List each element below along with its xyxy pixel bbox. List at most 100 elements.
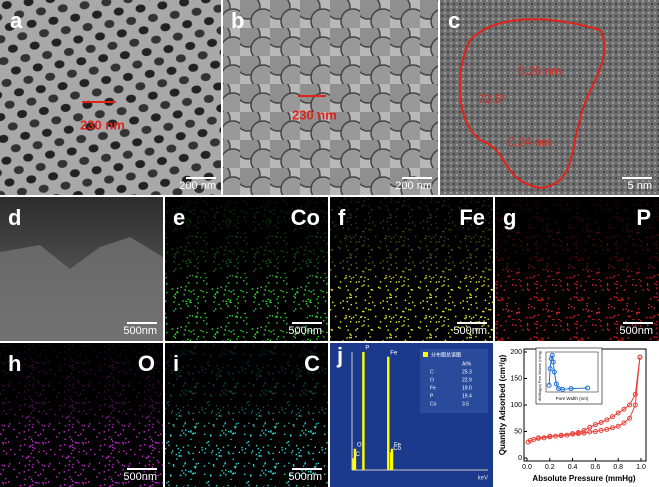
element-label: Co xyxy=(291,205,320,230)
surface xyxy=(0,237,163,341)
scale-label: 500nm xyxy=(288,325,322,337)
table-cell: 19.4 xyxy=(462,393,472,399)
table-cell: 3.5 xyxy=(462,401,469,407)
series-line xyxy=(527,357,641,443)
inset-frame xyxy=(535,347,603,405)
element-label: O xyxy=(138,351,155,376)
point xyxy=(585,385,591,391)
panel-label: k xyxy=(508,342,521,367)
x-tick-label: 0.4 xyxy=(568,464,578,471)
point xyxy=(551,369,557,375)
legend-swatch xyxy=(423,352,428,357)
y-tick-label: 0 xyxy=(518,455,522,462)
y-tick-label: 200 xyxy=(510,349,522,356)
peak-label: Fe xyxy=(394,442,402,448)
panel-label: a xyxy=(10,8,23,33)
panel-label: h xyxy=(8,351,21,376)
point xyxy=(587,424,593,430)
peak-label: Fe xyxy=(390,350,398,356)
peak xyxy=(390,448,394,470)
panel-label: c xyxy=(448,8,460,33)
map-shade xyxy=(330,197,493,341)
point xyxy=(592,429,598,434)
point xyxy=(632,402,638,408)
y-axis-label: Quantity Adsorbed (cm³/g) xyxy=(498,354,507,455)
y-tick-label: 50 xyxy=(514,428,522,435)
particle-outline xyxy=(458,18,606,190)
point xyxy=(535,435,541,441)
panel-label: e xyxy=(173,205,185,230)
peak xyxy=(362,352,365,470)
inset-y-label: dV/dlog(w) Pore Volume (cm³/g) xyxy=(538,351,542,401)
scale-label: 500nm xyxy=(288,471,322,483)
inset-x-label: Pore Width (nm) xyxy=(556,396,589,401)
table-cell: Fe xyxy=(430,385,436,391)
panel-label: j xyxy=(336,343,343,368)
scale-label: 500nm xyxy=(619,325,653,337)
tem-image xyxy=(223,0,438,195)
table-cell: O xyxy=(430,377,434,383)
point xyxy=(549,352,555,358)
y-tick-label: 100 xyxy=(510,402,522,409)
point xyxy=(568,386,574,392)
x-tick-label: 0.8 xyxy=(613,464,623,471)
lattice-label: 0.26 nm xyxy=(518,64,561,78)
scale-label: 200 nm xyxy=(395,180,432,192)
y-tick-label: 150 xyxy=(510,375,522,382)
table-cell: P xyxy=(430,393,434,399)
point xyxy=(547,366,553,372)
point xyxy=(604,426,610,432)
x-tick-label: 1.0 xyxy=(636,464,646,471)
point xyxy=(627,402,633,408)
panel-label: g xyxy=(503,205,516,230)
peak xyxy=(353,448,357,470)
scale-label: 500nm xyxy=(123,471,157,483)
point xyxy=(541,435,547,441)
hrtem-image xyxy=(440,0,659,195)
point xyxy=(558,432,564,438)
point xyxy=(604,417,610,423)
x-axis-label: Absolute Pressure (mmHg) xyxy=(532,474,635,483)
point xyxy=(615,423,621,429)
panel-label: f xyxy=(338,205,346,230)
scale-label: 200 nm xyxy=(179,180,216,192)
x-tick-label: 0.0 xyxy=(522,464,532,471)
peak-label: C xyxy=(356,452,361,458)
point xyxy=(615,410,621,416)
point xyxy=(621,420,627,426)
table-cell: 19.0 xyxy=(462,385,472,391)
eds-table xyxy=(420,349,488,413)
table-cell: Co xyxy=(430,401,437,407)
point xyxy=(581,427,587,433)
scale-label: 500nm xyxy=(123,325,157,337)
point xyxy=(632,391,638,397)
inset-axes xyxy=(545,351,599,393)
panel-label: d xyxy=(8,205,21,230)
element-label: Fe xyxy=(459,205,485,230)
peak xyxy=(387,356,390,470)
point xyxy=(560,386,566,392)
scale-label: 5 nm xyxy=(628,180,652,192)
angle-label: 72.5° xyxy=(478,92,506,106)
point xyxy=(592,422,598,428)
point xyxy=(627,415,633,421)
sem-image xyxy=(0,0,221,195)
scale-label: 500nm xyxy=(453,325,487,337)
point xyxy=(575,430,581,436)
element-label: P xyxy=(636,205,651,230)
point xyxy=(610,425,615,431)
map-shade xyxy=(165,343,328,487)
point xyxy=(637,354,643,360)
peak-label: O xyxy=(357,442,362,448)
table-cell: C xyxy=(430,369,434,375)
unit-label: keV xyxy=(478,476,488,482)
point xyxy=(547,433,553,439)
map-shade xyxy=(0,343,163,487)
point xyxy=(570,431,576,437)
table-header: At% xyxy=(462,361,472,367)
map-shade xyxy=(165,197,328,341)
point xyxy=(598,427,604,433)
point xyxy=(550,359,556,365)
element-label: C xyxy=(304,351,320,376)
